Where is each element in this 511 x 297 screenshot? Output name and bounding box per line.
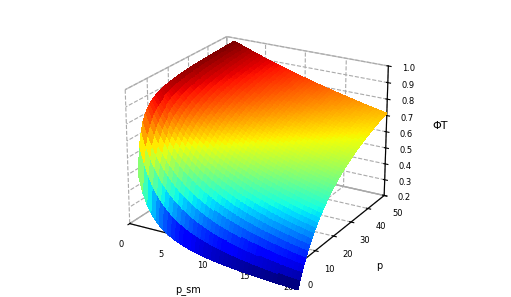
X-axis label: p_sm: p_sm	[175, 285, 201, 295]
Y-axis label: p: p	[376, 261, 382, 271]
